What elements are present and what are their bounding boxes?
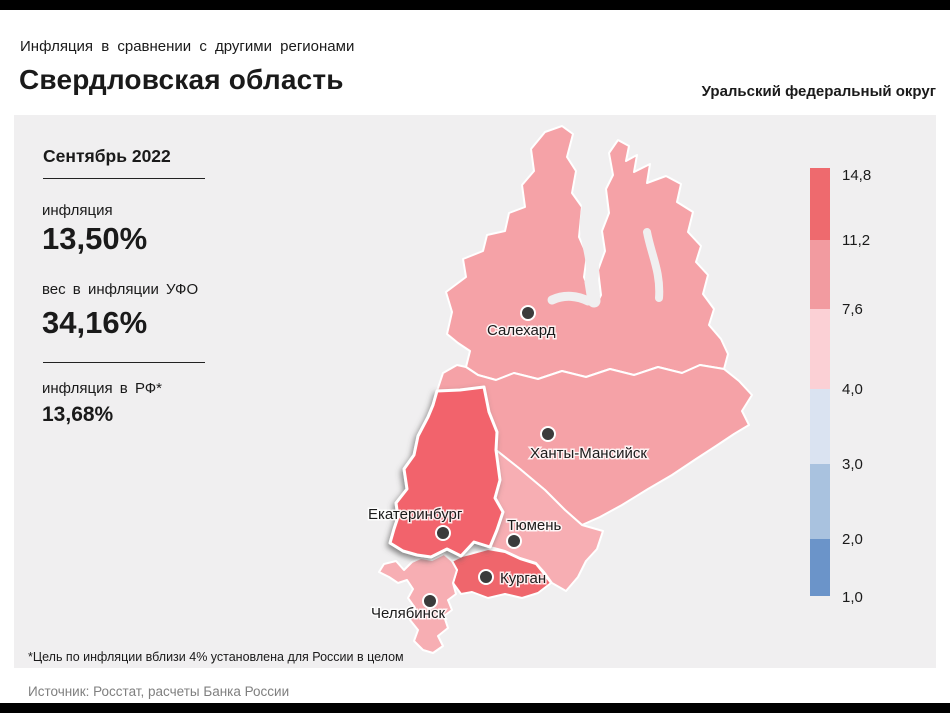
ob-bay-water xyxy=(577,124,601,308)
legend-tick-6: 2,0 xyxy=(842,531,863,548)
letterbox-bar-top xyxy=(0,0,950,10)
page-subtitle: Инфляция в сравнении с другими регионами xyxy=(20,38,355,55)
divider-line xyxy=(43,178,205,179)
legend-swatch-1 xyxy=(810,168,830,240)
letterbox-bar-bottom xyxy=(0,703,950,713)
region-sverdlovsk-highlighted xyxy=(388,385,505,559)
legend-tick-3: 7,6 xyxy=(842,301,863,318)
district-title: Уральский федеральный округ xyxy=(701,83,936,100)
legend-tick-1: 14,8 xyxy=(842,167,871,184)
city-label-kurgan: Курган xyxy=(500,570,546,587)
footnote: *Цель по инфляции вблизи 4% установлена … xyxy=(28,650,404,664)
city-label-salekhard: Салехард xyxy=(487,322,556,339)
city-label-khanty-mansiysk: Ханты-Мансийск xyxy=(530,445,647,462)
legend-swatch-2 xyxy=(810,240,830,309)
rf-inflation-value: 13,68% xyxy=(42,403,114,426)
city-label-chelyabinsk: Челябинск xyxy=(371,605,445,622)
inflation-label: инфляция xyxy=(42,202,113,219)
legend-tick-2: 11,2 xyxy=(842,232,870,249)
city-dot-kurgan xyxy=(478,569,494,585)
legend-tick-5: 3,0 xyxy=(842,456,863,473)
rf-inflation-label: инфляция в РФ* xyxy=(42,380,163,397)
city-dot-khanty-mansiysk xyxy=(540,426,556,442)
city-label-tyumen: Тюмень xyxy=(507,517,562,534)
taz-estuary-water xyxy=(643,228,664,302)
ob-river-water xyxy=(547,291,593,306)
legend-swatch-5 xyxy=(810,464,830,539)
legend-swatch-4 xyxy=(810,389,830,464)
city-dot-tyumen xyxy=(506,533,522,549)
city-dot-ekaterinburg xyxy=(435,525,451,541)
legend-tick-4: 4,0 xyxy=(842,381,863,398)
legend-swatch-3 xyxy=(810,309,830,389)
page-title: Свердловская область xyxy=(19,64,344,95)
divider-line xyxy=(43,362,205,363)
city-dot-salekhard xyxy=(520,305,536,321)
weight-value: 34,16% xyxy=(42,305,148,340)
city-label-ekaterinburg: Екатеринбург xyxy=(368,506,463,523)
city-dot-chelyabinsk xyxy=(422,593,438,609)
period-label: Сентябрь 2022 xyxy=(43,146,171,166)
legend-swatch-6 xyxy=(810,539,830,596)
weight-label: вес в инфляции УФО xyxy=(42,281,199,298)
inflation-value: 13,50% xyxy=(42,221,148,256)
region-chelyabinsk xyxy=(378,553,458,654)
source-caption: Источник: Росстат, расчеты Банка России xyxy=(28,684,290,699)
legend-tick-7: 1,0 xyxy=(842,589,863,606)
color-scale-legend: 14,8 11,2 7,6 4,0 3,0 2,0 1,0 xyxy=(810,167,871,606)
